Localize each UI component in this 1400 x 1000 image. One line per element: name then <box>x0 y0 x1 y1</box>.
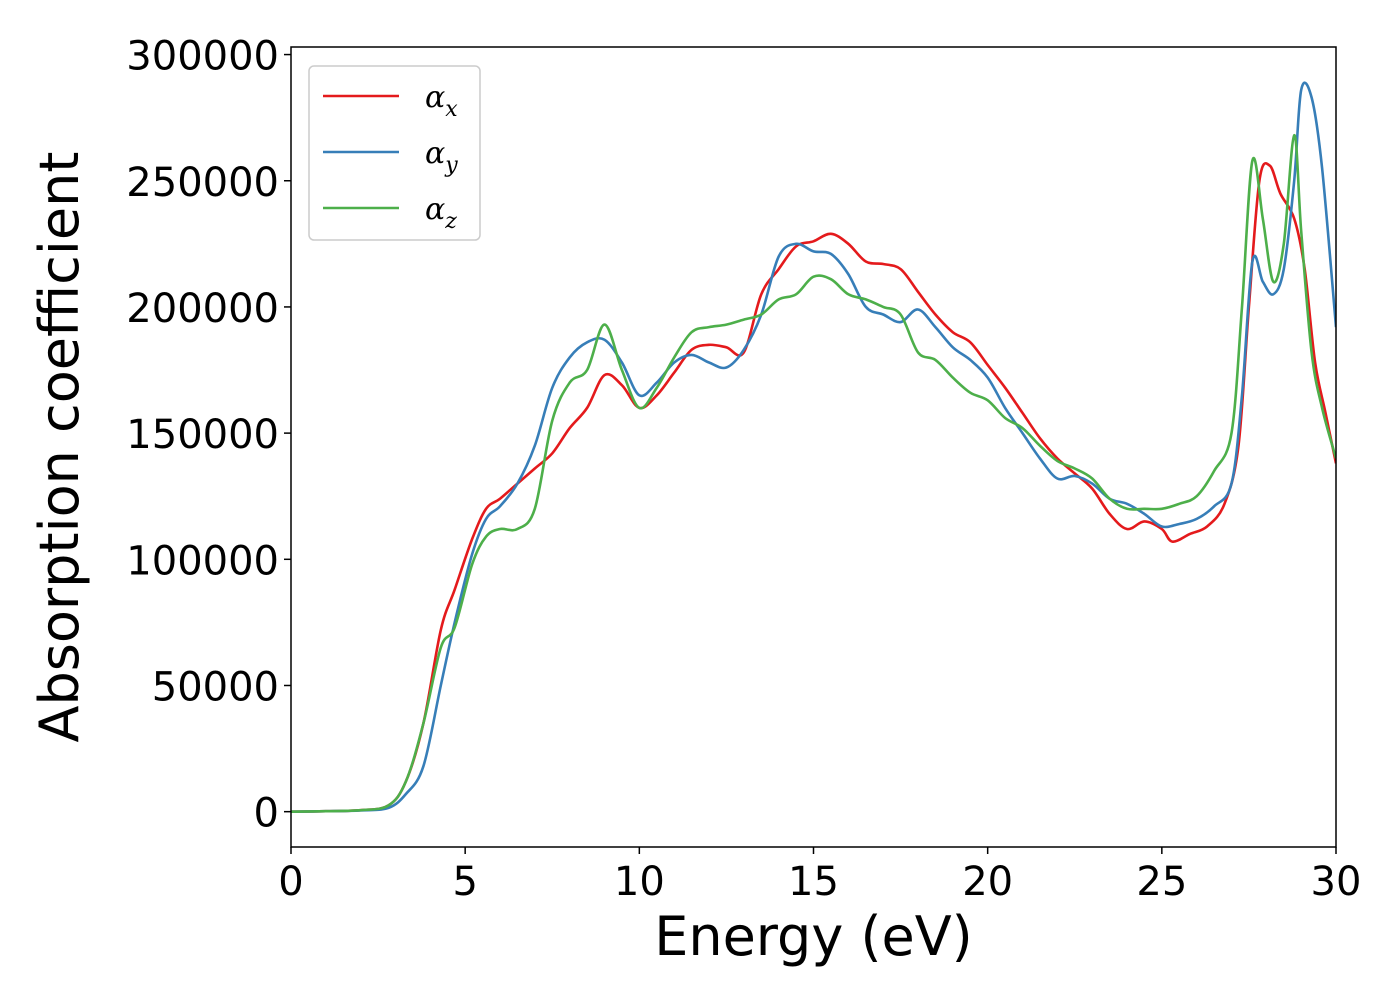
y-tick-label: 200000 <box>126 286 279 332</box>
x-tick-label: 25 <box>1136 859 1187 905</box>
series-line-z <box>291 133 1336 813</box>
legend-label-base: α <box>425 136 445 171</box>
y-tick-label: 250000 <box>126 160 279 206</box>
x-tick-label: 30 <box>1311 859 1362 905</box>
y-tick-label: 100000 <box>126 538 279 584</box>
legend-label-subscript: y <box>444 153 458 178</box>
legend-label-subscript: z <box>444 209 457 234</box>
y-tick-label: 0 <box>254 791 279 837</box>
x-axis-title: Energy (eV) <box>654 905 973 968</box>
legend-label-x: αx <box>425 80 458 122</box>
y-tick-label: 300000 <box>126 34 279 80</box>
y-axis-ticks: 0 50000 100000 150000 200000 250000 300000 <box>126 34 291 837</box>
y-tick-label: 50000 <box>152 664 279 710</box>
x-tick-label: 10 <box>614 859 665 905</box>
y-axis-title: Absorption coefficient <box>28 152 91 743</box>
x-axis-ticks: 0 5 10 15 20 25 30 <box>278 847 1361 905</box>
series-line-x <box>291 161 1336 813</box>
series-layer <box>291 81 1336 813</box>
legend-label-base: α <box>425 80 445 115</box>
legend-label-y: αy <box>425 136 458 178</box>
x-tick-label: 20 <box>962 859 1013 905</box>
series-line-y <box>291 81 1336 813</box>
y-tick-label: 150000 <box>126 412 279 458</box>
legend-label-base: α <box>425 192 445 227</box>
legend-label-z: αz <box>425 192 457 234</box>
x-tick-label: 15 <box>788 859 839 905</box>
x-tick-label: 0 <box>278 859 303 905</box>
x-tick-label: 5 <box>452 859 477 905</box>
legend-label-subscript: x <box>445 97 458 122</box>
